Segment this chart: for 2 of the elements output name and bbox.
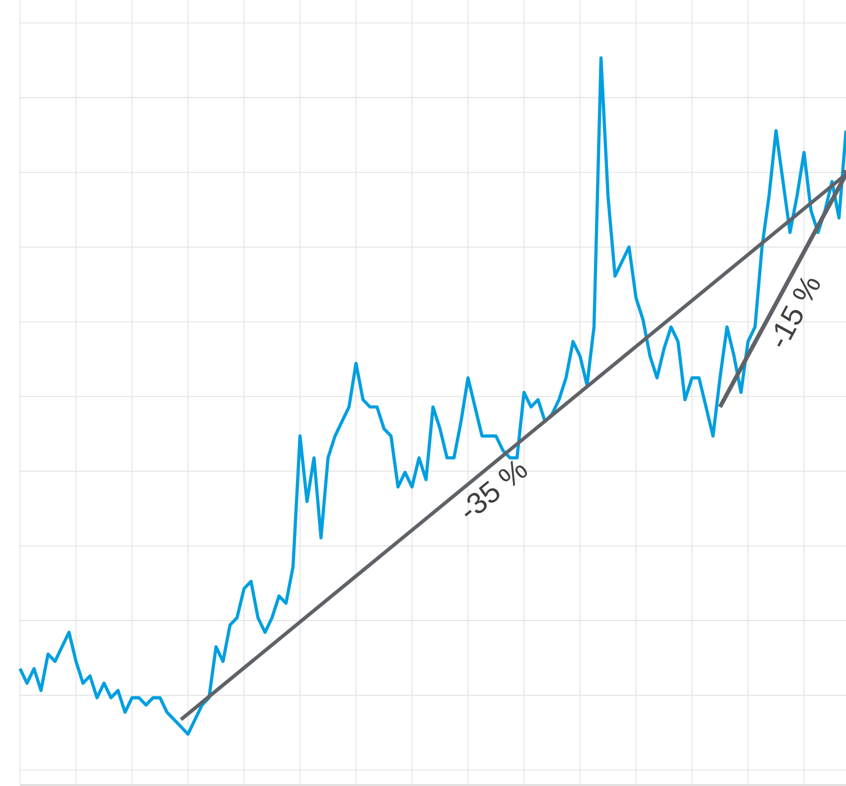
annotation: -15 % (775, 277, 820, 347)
annotation: -35 % (464, 460, 527, 516)
